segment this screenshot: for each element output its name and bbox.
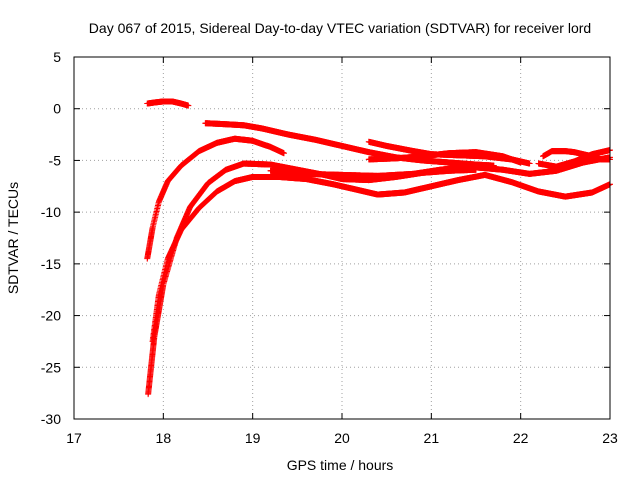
x-tick-label: 17 [66,430,82,446]
x-tick-label: 23 [602,430,618,446]
grid [74,57,610,419]
data-point [280,150,287,157]
y-tick-label: -30 [41,411,61,427]
series-arc-3 [144,135,287,262]
y-tick-label: -10 [41,204,61,220]
data-point [185,102,192,109]
x-tick-label: 22 [513,430,529,446]
y-tick-label: 5 [53,49,61,65]
y-tick-label: -5 [49,152,62,168]
x-tick-label: 18 [156,430,172,446]
y-tick-label: 0 [53,101,61,117]
x-tick-label: 19 [245,430,261,446]
y-tick-label: -25 [41,359,61,375]
y-tick-label: -20 [41,308,61,324]
plot-data [144,98,613,398]
y-axis-label: SDTVAR / TECUs [5,182,21,294]
tick-labels: 17 18 19 20 21 22 23 5 0 -5 -10 -15 -20 -25 -30 [41,49,618,446]
chart-title: Day 067 of 2015, Sidereal Day-to-day VTE… [89,20,591,36]
x-tick-label: 21 [424,430,440,446]
y-tick-label: -15 [41,256,61,272]
x-tick-label: 20 [334,430,350,446]
x-axis-label: GPS time / hours [287,457,394,473]
series-arc-1 [144,98,192,109]
